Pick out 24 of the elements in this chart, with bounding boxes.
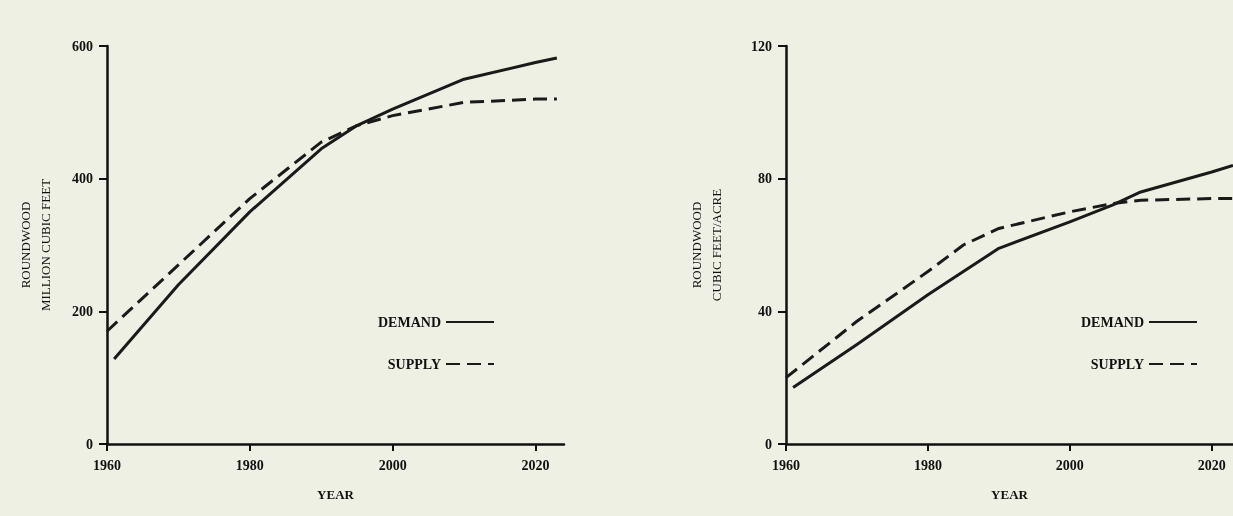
x-tick-label: 1960 [772,457,800,473]
x-tick-label: 1980 [235,457,264,473]
x-tick-label: 2020 [1197,457,1226,473]
y-axis-title: ROUNDWOOD CUBIC FEET/ACRE [688,188,724,302]
x-tick-label: 1960 [93,457,121,473]
y-tick-label: 80 [758,171,772,187]
x-axis-title: YEAR [317,487,355,502]
legend-label: SUPPLY [1090,356,1144,372]
x-axis-title: YEAR [991,487,1029,502]
y-tick-label: 600 [72,38,93,54]
x-tick-label: 1980 [913,457,942,473]
y-tick-label: 40 [758,303,772,319]
y-tick-label: 200 [72,303,93,319]
y-tick-label: 0 [86,436,93,452]
legend-label: DEMAND [1081,314,1144,330]
x-tick-label: 2020 [521,457,550,473]
x-tick-label: 2000 [1055,457,1084,473]
x-tick-label: 2000 [378,457,407,473]
y-tick-label: 120 [751,38,772,54]
y-tick-label: 400 [72,171,93,187]
legend-label: SUPPLY [387,356,441,372]
y-tick-label: 0 [765,436,772,452]
y-axis-title: ROUNDWOOD MILLION CUBIC FEET [17,178,53,312]
legend-label: DEMAND [378,314,441,330]
